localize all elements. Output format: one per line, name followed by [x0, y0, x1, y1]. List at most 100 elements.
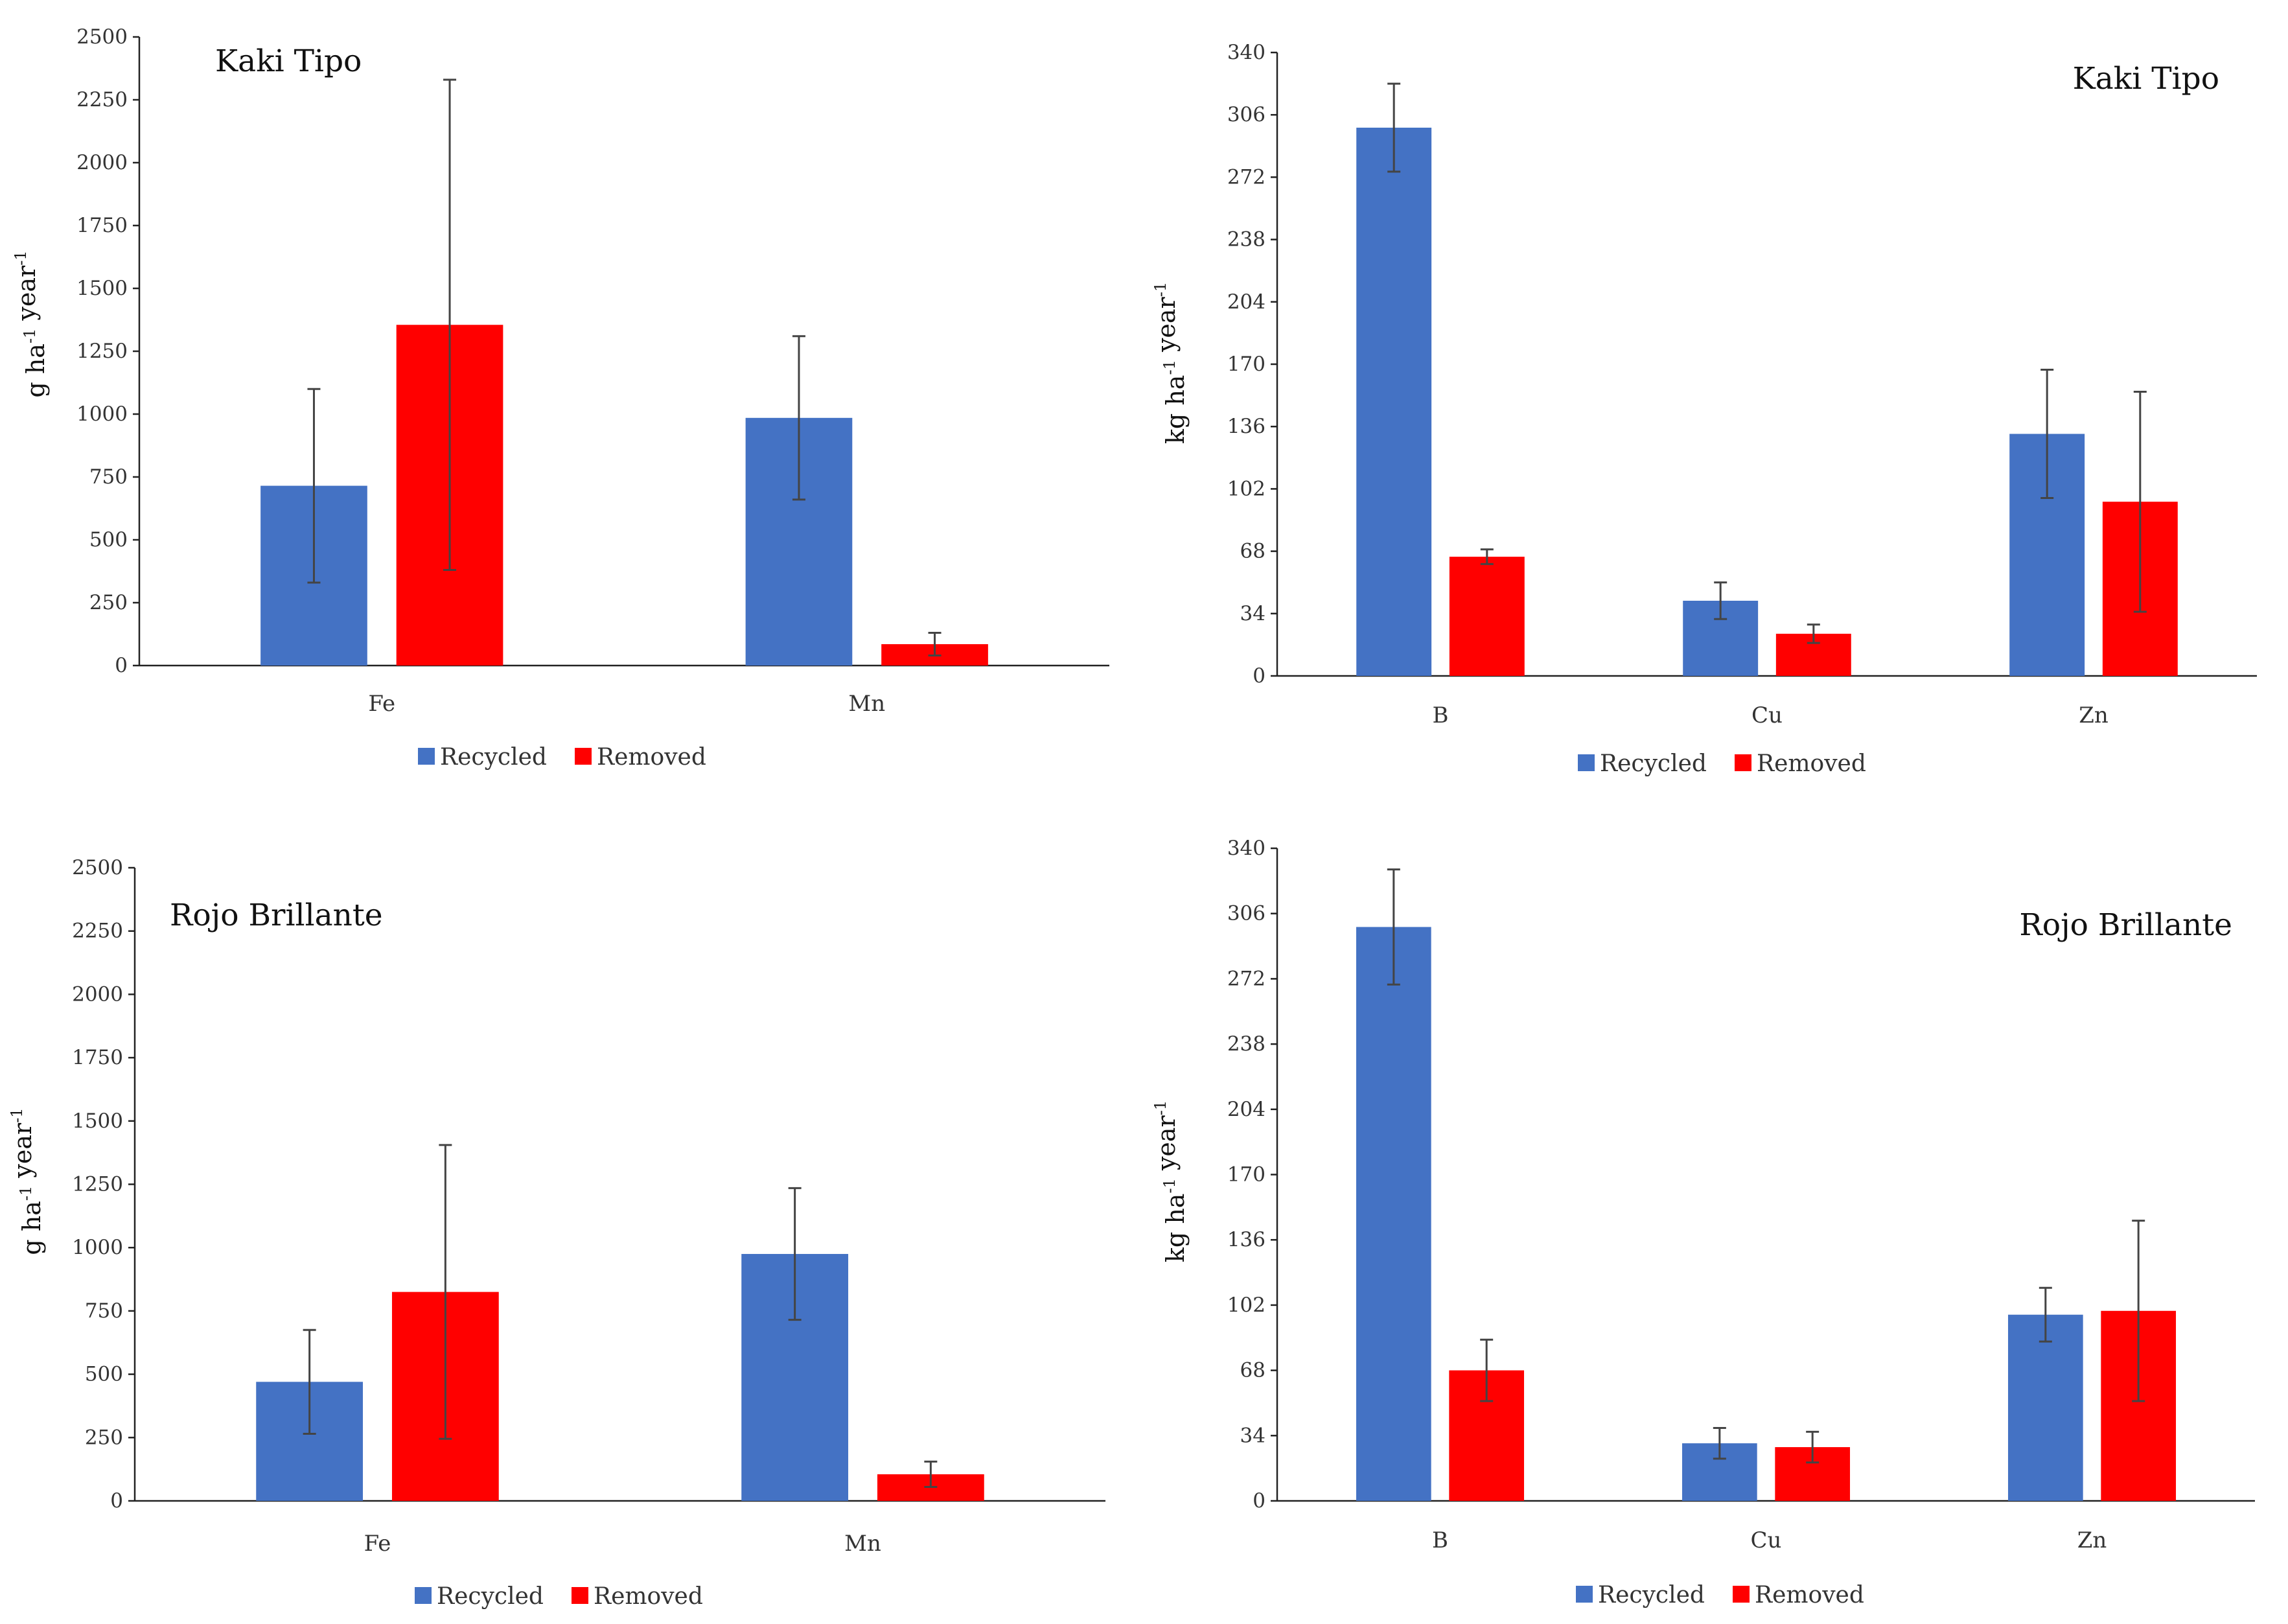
chart-title: Rojo Brillante: [2019, 907, 2232, 943]
bar-recycled-b: [1356, 927, 1431, 1501]
y-axis-label-part: ha: [1161, 1194, 1190, 1232]
y-axis-label-superscript: -1: [1151, 1100, 1170, 1115]
y-tick-label: 0: [110, 1489, 123, 1513]
y-tick-label: 1500: [72, 1109, 123, 1133]
y-tick-label: 1000: [72, 1236, 123, 1259]
y-tick-label: 136: [1227, 1228, 1265, 1251]
x-category-label: Mn: [844, 1531, 881, 1557]
y-tick-label: 238: [1227, 228, 1265, 251]
legend-label-recycled: Recycled: [1600, 750, 1707, 777]
y-tick-label: 68: [1240, 540, 1265, 563]
y-axis-label-part: kg: [1161, 1232, 1190, 1262]
x-category-label: Mn: [848, 691, 885, 717]
x-category-label: Cu: [1751, 1527, 1782, 1553]
chart-title: Kaki Tipo: [215, 43, 362, 79]
y-tick-label: 2500: [72, 856, 123, 879]
y-tick-label: 68: [1240, 1359, 1265, 1382]
y-axis-label-part: ha: [1161, 375, 1190, 413]
chart-svg: 0 34 68 102 136 170 204 238 272 306 340 B Cu Zn Rojo B…: [1151, 837, 2255, 1608]
y-tick-label: 2000: [72, 982, 123, 1006]
bar-removed-b: [1449, 557, 1525, 676]
y-axis-label-part: kg: [1161, 413, 1190, 444]
y-axis-label-part: year: [8, 1122, 37, 1186]
y-tick-label: 340: [1227, 41, 1265, 64]
chart-svg: 0 250 500 750 1000 1250 1500 1750 2000 2250 2500 Fe…: [12, 25, 1109, 771]
y-tick-label: 1750: [72, 1046, 123, 1069]
legend-label-removed: Removed: [1755, 1582, 1864, 1608]
y-tick-label: 1000: [76, 402, 128, 426]
chart-svg: 0 250 500 750 1000 1250 1500 1750 2000 2250 2500 Fe…: [8, 856, 1105, 1610]
x-category-label: Fe: [368, 691, 395, 717]
y-tick-label: 750: [89, 465, 128, 489]
y-axis-label: kg ha-1 year-1: [1151, 282, 1190, 444]
y-tick-label: 306: [1227, 902, 1265, 925]
chart-rojo-brillante-b-cu-zn: 0 34 68 102 136 170 204 238 272 306 340 B Cu Zn Rojo B…: [1144, 812, 2288, 1624]
y-tick-label: 306: [1227, 103, 1265, 126]
chart-title: Rojo Brillante: [170, 898, 383, 933]
y-tick-label: 2250: [72, 920, 123, 943]
legend-label-recycled: Recycled: [1598, 1582, 1705, 1608]
y-tick-label: 340: [1227, 837, 1265, 860]
legend-swatch-removed: [572, 1587, 588, 1604]
x-category-label: B: [1433, 702, 1449, 728]
legend-swatch-removed: [1735, 754, 1751, 771]
y-axis-label-part: g: [17, 1239, 46, 1255]
legend-label-recycled: Recycled: [440, 744, 547, 771]
y-tick-label: 204: [1227, 1098, 1265, 1121]
chart-kaki-tipo-b-cu-zn: 0 34 68 102 136 170 204 238 272 306 340 B Cu Zn Kaki T…: [1144, 0, 2288, 812]
y-tick-label: 204: [1227, 290, 1265, 314]
y-tick-label: 2500: [76, 25, 128, 49]
y-axis-label: g ha-1 year-1: [12, 250, 50, 397]
legend-label-removed: Removed: [594, 1583, 703, 1610]
y-axis-label-superscript: -1: [8, 1108, 26, 1122]
y-tick-label: 238: [1227, 1032, 1265, 1056]
y-axis-label: kg ha-1 year-1: [1151, 1100, 1190, 1262]
legend-label-recycled: Recycled: [437, 1583, 544, 1610]
y-tick-label: 500: [85, 1363, 123, 1386]
y-axis-label-superscript: -1: [1151, 282, 1170, 297]
y-axis-label-part: year: [12, 265, 41, 329]
y-axis-label-part: g: [21, 382, 50, 397]
y-tick-label: 102: [1227, 477, 1265, 500]
legend-label-removed: Removed: [597, 744, 706, 771]
x-category-label: Zn: [2079, 702, 2109, 728]
y-tick-label: 0: [115, 654, 128, 677]
y-axis-label-superscript: -1: [12, 250, 30, 265]
y-tick-label: 34: [1240, 602, 1265, 625]
y-axis-label-part: year: [1152, 296, 1181, 360]
legend-swatch-recycled: [1576, 1586, 1593, 1603]
bar-recycled-zn: [2007, 1314, 2083, 1501]
y-tick-label: 272: [1227, 967, 1265, 990]
y-axis-label-part: ha: [17, 1201, 46, 1239]
y-tick-label: 1750: [76, 214, 128, 237]
y-tick-label: 0: [1253, 1489, 1265, 1513]
y-tick-label: 170: [1227, 353, 1265, 376]
y-tick-label: 136: [1227, 415, 1265, 438]
legend-swatch-removed: [1733, 1586, 1750, 1603]
y-tick-label: 34: [1240, 1424, 1265, 1447]
y-axis-label-superscript: -1: [1161, 360, 1179, 375]
chart-svg: 0 34 68 102 136 170 204 238 272 306 340 B Cu Zn Kaki T…: [1151, 41, 2257, 777]
y-tick-label: 250: [85, 1426, 123, 1449]
legend-swatch-removed: [575, 748, 592, 765]
legend-swatch-recycled: [415, 1587, 432, 1604]
y-tick-label: 170: [1227, 1163, 1265, 1187]
y-tick-label: 2000: [76, 151, 128, 174]
chart-kaki-tipo-fe-mn: 0 250 500 750 1000 1250 1500 1750 2000 2250 2500 Fe…: [0, 0, 1144, 812]
chart-rojo-brillante-fe-mn: 0 250 500 750 1000 1250 1500 1750 2000 2250 2500 Fe…: [0, 812, 1144, 1624]
y-tick-label: 1250: [72, 1173, 123, 1196]
x-category-label: Cu: [1751, 702, 1783, 728]
y-tick-label: 1500: [76, 277, 128, 300]
y-tick-label: 750: [85, 1299, 123, 1323]
legend-swatch-recycled: [418, 748, 435, 765]
y-tick-label: 0: [1253, 664, 1265, 688]
y-tick-label: 102: [1227, 1293, 1265, 1317]
x-category-label: B: [1432, 1527, 1448, 1553]
legend-label-removed: Removed: [1757, 750, 1866, 777]
y-axis-label-part: ha: [21, 343, 50, 382]
bar-recycled-b: [1356, 128, 1432, 677]
y-axis-label-part: year: [1152, 1115, 1181, 1178]
chart-title: Kaki Tipo: [2073, 61, 2219, 97]
y-axis-label-superscript: -1: [21, 329, 39, 343]
y-tick-label: 250: [89, 591, 128, 614]
